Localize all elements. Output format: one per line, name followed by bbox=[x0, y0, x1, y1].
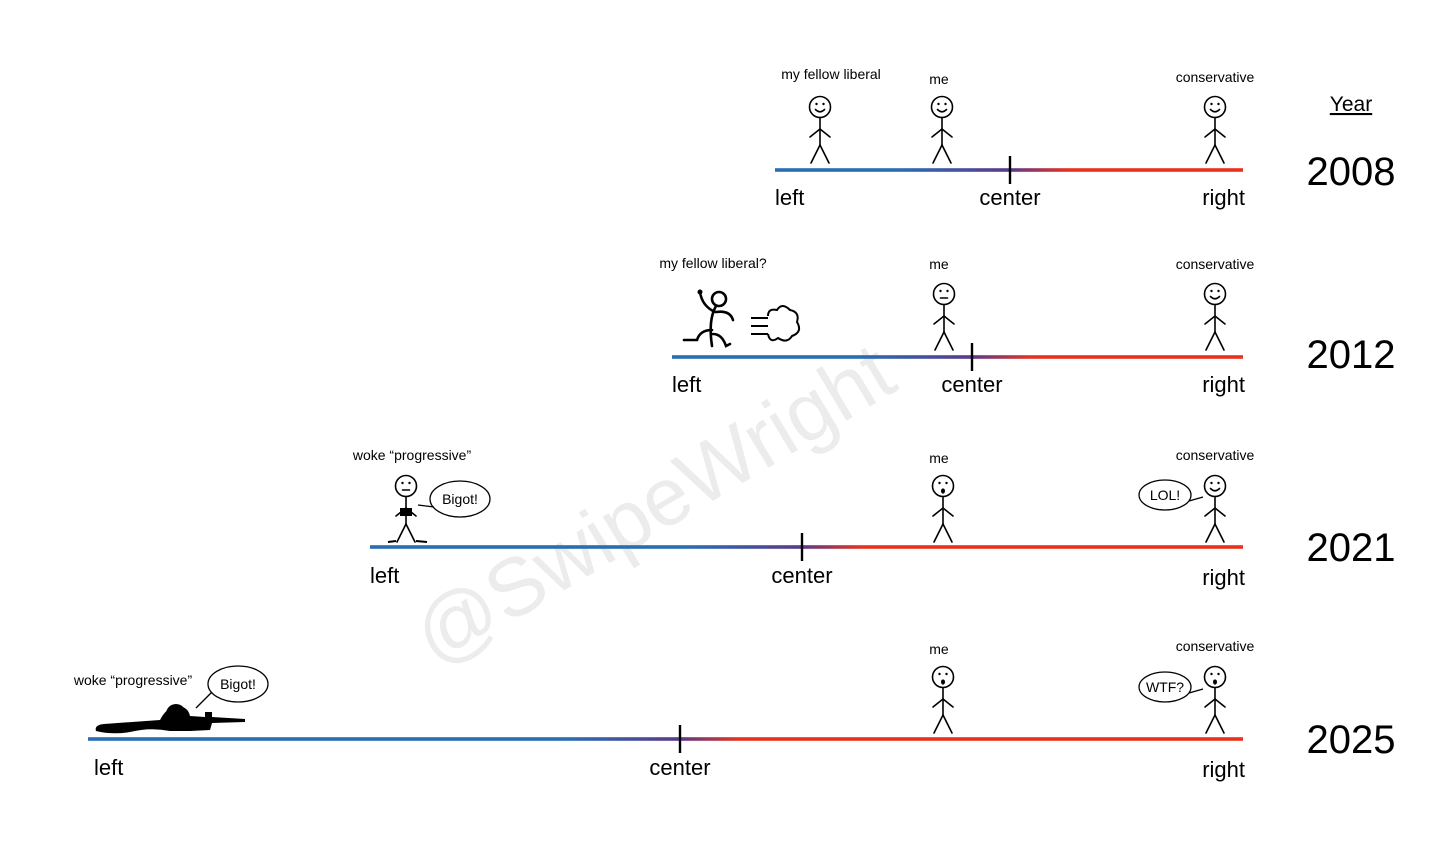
figure-conservative: conservative LOL! bbox=[1138, 447, 1255, 543]
speech-text: LOL! bbox=[1150, 487, 1180, 503]
figure-label: conservative bbox=[1176, 447, 1255, 463]
year-header: Year bbox=[1330, 93, 1372, 116]
figure-me: me bbox=[929, 71, 954, 164]
axis-label-left: left bbox=[94, 755, 123, 780]
prone-sniper-silhouette-icon bbox=[95, 704, 246, 734]
figure-left-person: my fellow liberal bbox=[781, 66, 881, 164]
figure-me: me bbox=[929, 450, 955, 543]
figure-label: woke “progressive” bbox=[352, 447, 472, 463]
axis-label-center: center bbox=[649, 755, 710, 780]
year-row-2025: left center right 2025 woke “progressive” Big… bbox=[73, 638, 1396, 782]
figure-label: me bbox=[929, 450, 949, 466]
year-label: 2008 bbox=[1307, 150, 1396, 194]
year-row-2021: left center right 2021 woke “progressive” Big… bbox=[352, 447, 1396, 590]
speech-text: Bigot! bbox=[220, 676, 256, 692]
axis-label-right: right bbox=[1202, 757, 1245, 782]
figure-label: me bbox=[929, 641, 949, 657]
year-label: 2021 bbox=[1307, 526, 1396, 570]
figure-conservative: conservative bbox=[1176, 256, 1255, 351]
year-row-2008: left center right 2008 my fellow liberal me co… bbox=[775, 66, 1395, 210]
figure-label: conservative bbox=[1176, 256, 1255, 272]
spectrum-line bbox=[370, 545, 1243, 549]
figure-label: woke “progressive” bbox=[73, 672, 193, 688]
running-stick-figure-with-dust-cloud-icon bbox=[682, 289, 801, 348]
angry-stick-figure-icon bbox=[387, 474, 428, 543]
spectrum-line bbox=[88, 737, 1243, 741]
figure-label: my fellow liberal bbox=[781, 66, 881, 82]
figure-conservative: conservative bbox=[1176, 69, 1255, 164]
surprised-stick-figure-icon bbox=[1203, 665, 1227, 734]
speech-text: Bigot! bbox=[442, 491, 478, 507]
figure-left-person: woke “progressive” Bigot! bbox=[73, 665, 269, 734]
year-label: 2012 bbox=[1307, 333, 1396, 377]
axis-label-left: left bbox=[775, 185, 804, 210]
smiling-stick-figure-icon bbox=[1203, 474, 1227, 543]
figure-left-person: woke “progressive” Bigot! bbox=[352, 447, 491, 543]
axis-label-left: left bbox=[370, 563, 399, 588]
smiling-stick-figure-icon bbox=[1203, 282, 1227, 351]
speech-bubble: Bigot! bbox=[417, 480, 491, 518]
figure-label: my fellow liberal? bbox=[659, 255, 767, 271]
neutral-stick-figure-icon bbox=[932, 282, 956, 351]
smiling-stick-figure-icon bbox=[930, 95, 954, 164]
figure-me: me bbox=[929, 256, 956, 351]
axis-label-center: center bbox=[979, 185, 1040, 210]
figure-label: me bbox=[929, 256, 949, 272]
surprised-stick-figure-icon bbox=[931, 474, 955, 543]
figure-label: me bbox=[929, 71, 949, 87]
speech-text: WTF? bbox=[1146, 679, 1184, 695]
figure-me: me bbox=[929, 641, 955, 734]
year-row-2012: left center right 2012 my fellow liberal? me c… bbox=[659, 255, 1395, 397]
speech-bubble: Bigot! bbox=[195, 665, 269, 709]
axis-label-right: right bbox=[1202, 372, 1245, 397]
surprised-stick-figure-icon bbox=[931, 665, 955, 734]
smiling-stick-figure-icon bbox=[808, 95, 832, 164]
figure-conservative: conservative WTF? bbox=[1138, 638, 1255, 734]
axis-label-right: right bbox=[1202, 565, 1245, 590]
axis-label-right: right bbox=[1202, 185, 1245, 210]
axis-label-center: center bbox=[941, 372, 1002, 397]
speech-bubble: LOL! bbox=[1138, 479, 1204, 511]
spectrum-line bbox=[672, 355, 1243, 359]
speech-bubble: WTF? bbox=[1138, 671, 1204, 703]
figure-label: conservative bbox=[1176, 69, 1255, 85]
figure-label: conservative bbox=[1176, 638, 1255, 654]
smiling-stick-figure-icon bbox=[1203, 95, 1227, 164]
figure-left-person: my fellow liberal? bbox=[659, 255, 801, 348]
axis-label-center: center bbox=[771, 563, 832, 588]
axis-label-left: left bbox=[672, 372, 701, 397]
year-label: 2025 bbox=[1307, 718, 1396, 762]
